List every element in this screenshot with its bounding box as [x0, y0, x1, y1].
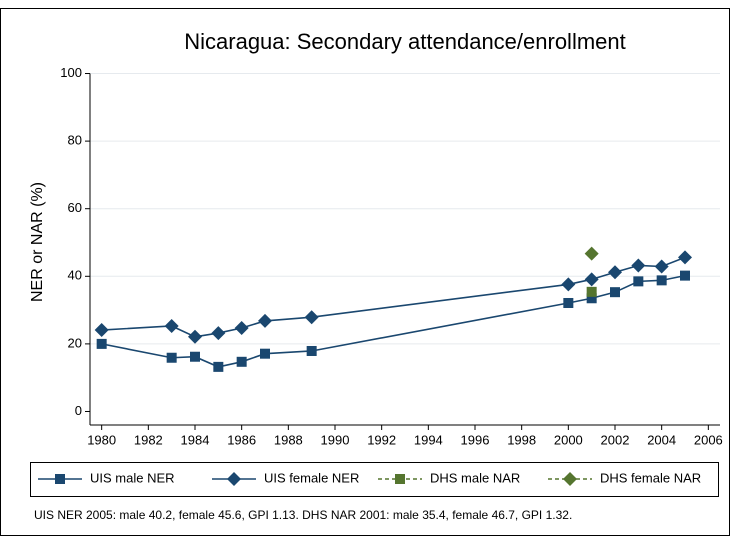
y-tick-label: 40 [68, 268, 82, 283]
y-tick-label: 100 [60, 65, 82, 80]
marker [561, 277, 576, 292]
frame [0, 8, 730, 536]
marker [188, 329, 202, 344]
legend [30, 462, 719, 497]
x-tick-label: 2004 [647, 432, 676, 447]
legend-marker [563, 472, 577, 486]
legend-marker [227, 472, 241, 486]
x-tick-label: 1990 [321, 432, 350, 447]
chart-title: Nicaragua: Secondary attendance/enrollme… [184, 29, 626, 54]
y-tick-label: 0 [75, 403, 82, 418]
x-tick-label: 1984 [181, 432, 210, 447]
marker [584, 246, 599, 261]
marker [633, 276, 644, 287]
y-axis-label: NER or NAR (%) [29, 182, 46, 302]
x-tick-label: 1980 [87, 432, 116, 447]
marker [306, 345, 317, 356]
marker [190, 351, 200, 362]
marker [586, 293, 597, 304]
x-tick-label: 1988 [274, 432, 303, 447]
marker [213, 361, 224, 372]
marker [234, 321, 249, 336]
marker [236, 356, 247, 367]
marker [631, 258, 646, 273]
x-tick-label: 1994 [414, 432, 443, 447]
x-tick-label: 1986 [227, 432, 256, 447]
marker [304, 310, 319, 325]
y-tick-label: 60 [68, 200, 82, 215]
marker [656, 275, 667, 286]
marker [678, 250, 692, 265]
x-tick-label: 1982 [134, 432, 163, 447]
legend-label: UIS female NER [264, 470, 359, 485]
marker [260, 348, 270, 359]
legend-label: UIS male NER [90, 470, 175, 485]
marker [654, 259, 669, 274]
marker [258, 313, 272, 328]
marker [608, 265, 622, 280]
legend-marker [55, 474, 65, 484]
marker [211, 326, 226, 341]
x-tick-label: 2000 [554, 432, 583, 447]
y-tick-label: 80 [68, 133, 82, 148]
marker [584, 272, 599, 287]
x-tick-label: 2006 [694, 432, 723, 447]
y-tick-label: 20 [68, 335, 82, 350]
marker [94, 323, 109, 338]
x-tick-label: 2002 [601, 432, 630, 447]
x-tick-label: 1998 [507, 432, 536, 447]
marker [586, 286, 597, 297]
legend-label: DHS male NAR [430, 470, 520, 485]
note: UIS NER 2005: male 40.2, female 45.6, GP… [34, 508, 572, 522]
marker [96, 338, 107, 349]
marker [610, 287, 620, 298]
marker [164, 318, 179, 333]
x-tick-label: 1996 [461, 432, 490, 447]
legend-marker [395, 474, 405, 484]
legend-label: DHS female NAR [600, 470, 701, 485]
marker [680, 270, 690, 281]
marker [563, 297, 574, 308]
marker [166, 352, 177, 363]
x-tick-label: 1992 [367, 432, 396, 447]
